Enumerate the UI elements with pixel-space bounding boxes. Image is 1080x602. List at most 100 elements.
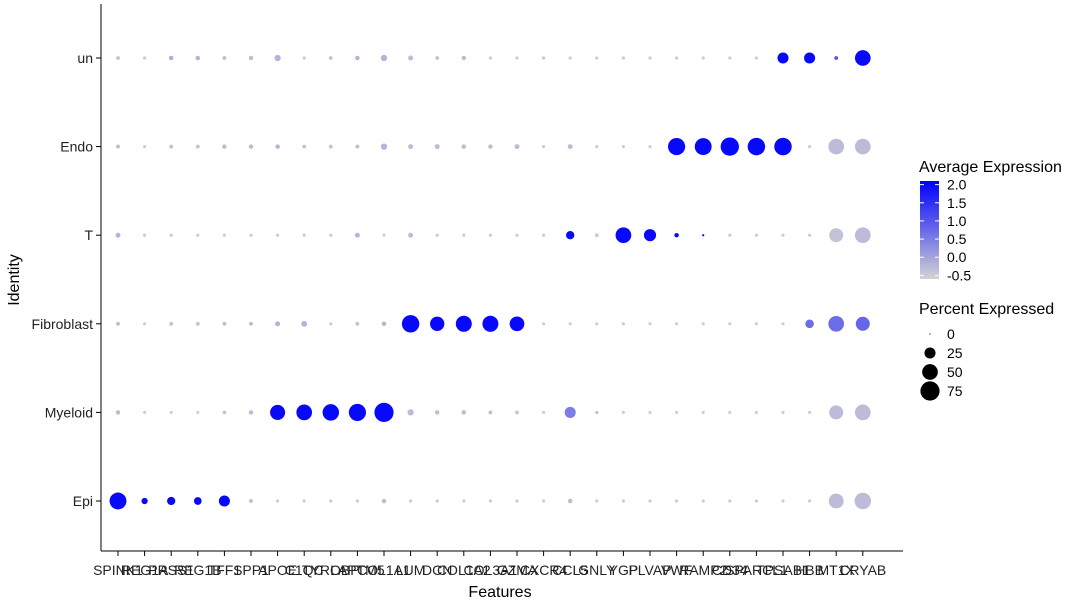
dot-t-ccl5 bbox=[542, 233, 546, 237]
dot-un-tpsab1 bbox=[777, 52, 789, 64]
dot-epi-lum bbox=[409, 499, 413, 503]
dot-fibroblast-dcn bbox=[430, 316, 445, 331]
dot-myeloid-reg1b bbox=[196, 410, 200, 414]
dot-fibroblast-tff1 bbox=[222, 321, 227, 326]
dot-un-col3a1 bbox=[488, 56, 492, 60]
dot-myeloid-sparcl1 bbox=[754, 410, 758, 414]
dot-endo-spp1 bbox=[248, 144, 254, 149]
dot-t-sparcl1 bbox=[754, 233, 758, 237]
dot-myeloid-spp1 bbox=[248, 410, 254, 415]
x-tick-label: VWF bbox=[661, 562, 692, 578]
dot-fibroblast-sparcl1 bbox=[754, 322, 758, 326]
dot-fibroblast-ccl4 bbox=[621, 322, 625, 326]
x-tick-label: TPSAB1 bbox=[756, 562, 810, 578]
x-tick-label: LUM bbox=[396, 562, 426, 578]
x-tick-label: SPP1 bbox=[233, 562, 269, 578]
dot-t-vwf bbox=[674, 232, 679, 238]
dot-myeloid-cd34 bbox=[728, 410, 732, 414]
dot-endo-sparcl1 bbox=[747, 137, 766, 156]
dot-epi-col1a2 bbox=[462, 499, 466, 503]
dot-endo-ccl4 bbox=[621, 145, 625, 149]
dot-myeloid-apoe bbox=[270, 404, 286, 420]
dot-endo-col1a2 bbox=[461, 144, 467, 149]
dot-t-ramp2 bbox=[702, 234, 705, 237]
dot-fibroblast-laptm5 bbox=[355, 321, 360, 326]
dot-myeloid-ccl4 bbox=[621, 410, 625, 414]
dot-un-col1a2 bbox=[461, 55, 467, 61]
dot-fibroblast-c1qc bbox=[301, 320, 308, 327]
x-tick-label: HBB bbox=[795, 562, 824, 578]
x-tick-label: CRYAB bbox=[839, 562, 886, 578]
dot-fibroblast-reg1b bbox=[195, 321, 200, 326]
dot-un-vwf bbox=[675, 56, 679, 60]
dot-un-reg1b bbox=[195, 55, 201, 61]
x-tick-label: CXCR4 bbox=[520, 562, 568, 578]
dot-un-sparcl1 bbox=[754, 56, 758, 60]
color-tick-label: 1.5 bbox=[947, 195, 967, 211]
dot-myeloid-plvap bbox=[648, 410, 652, 414]
x-tick-label: CCL5 bbox=[552, 562, 588, 578]
dot-myeloid-tpsab1 bbox=[781, 410, 785, 414]
dot-un-col1a1 bbox=[380, 54, 388, 62]
dot-epi-reg1b bbox=[193, 497, 202, 505]
x-tick-label: COL1A1 bbox=[357, 562, 411, 578]
dot-epi-col3a1 bbox=[488, 499, 492, 503]
dot-fibroblast-tpsab1 bbox=[781, 322, 785, 326]
dot-endo-col3a1 bbox=[488, 144, 493, 149]
x-tick-label: RAMP2 bbox=[679, 562, 727, 578]
dot-myeloid-col3a1 bbox=[488, 410, 493, 415]
dot-un-prss1 bbox=[168, 55, 174, 61]
dot-t-prss1 bbox=[169, 233, 173, 237]
dot-endo-plvap bbox=[648, 145, 652, 149]
dot-un-gnly bbox=[595, 56, 599, 60]
dot-epi-cd34 bbox=[728, 499, 732, 503]
dot-t-ccl4 bbox=[615, 227, 632, 244]
dot-myeloid-mt1x bbox=[829, 405, 844, 420]
dot-epi-c1qc bbox=[302, 499, 306, 503]
dot-endo-vwf bbox=[668, 138, 686, 156]
size-legend-label: 50 bbox=[947, 364, 963, 380]
dot-myeloid-col1a1 bbox=[374, 402, 394, 422]
dot-myeloid-ramp2 bbox=[701, 410, 705, 414]
dot-t-reg1b bbox=[196, 233, 200, 237]
dot-t-col3a1 bbox=[488, 233, 492, 237]
x-tick-label: TFF1 bbox=[208, 562, 242, 578]
dot-fibroblast-lum bbox=[401, 315, 420, 333]
dot-myeloid-gzma bbox=[515, 410, 519, 415]
color-tick-label: -0.5 bbox=[947, 267, 971, 283]
dot-epi-mt1x bbox=[828, 493, 844, 509]
dot-t-tff1 bbox=[222, 233, 226, 237]
dot-myeloid-lum bbox=[407, 409, 414, 416]
dot-epi-ccl4 bbox=[621, 499, 625, 503]
dot-t-cd34 bbox=[728, 233, 732, 237]
dot-fibroblast-col1a2 bbox=[455, 315, 472, 332]
dot-t-lum bbox=[408, 232, 414, 238]
dot-myeloid-prss1 bbox=[169, 410, 173, 414]
dot-un-mt1x bbox=[834, 56, 839, 60]
dot-endo-tyrobp bbox=[328, 144, 333, 149]
dot-endo-dcn bbox=[434, 144, 440, 150]
dot-t-cryab bbox=[854, 227, 871, 244]
dot-epi-gnly bbox=[595, 499, 599, 503]
size-legend-label: 0 bbox=[947, 326, 955, 342]
dot-epi-nkg7 bbox=[567, 498, 573, 504]
color-tick-label: 1.0 bbox=[947, 213, 967, 229]
dot-t-hbb bbox=[808, 233, 812, 237]
x-tick-label: C1QC bbox=[285, 562, 324, 578]
dot-endo-gnly bbox=[595, 145, 599, 149]
dot-un-cryab bbox=[854, 50, 871, 66]
dot-myeloid-ccl5 bbox=[542, 410, 546, 414]
dot-un-spink1 bbox=[116, 56, 120, 60]
dot-endo-gzma bbox=[514, 144, 520, 150]
dot-endo-lum bbox=[408, 144, 414, 150]
size-legend-dot bbox=[929, 333, 931, 335]
dot-epi-ccl5 bbox=[542, 499, 546, 503]
x-tick-label: COL1A2 bbox=[437, 562, 491, 578]
size-legend-label: 75 bbox=[947, 383, 963, 399]
dot-t-gzma bbox=[515, 233, 519, 237]
color-legend-title: Average Expression bbox=[919, 159, 1062, 176]
dot-un-ccl5 bbox=[542, 56, 546, 60]
dot-un-gzma bbox=[515, 56, 519, 60]
dot-epi-sparcl1 bbox=[754, 499, 758, 503]
